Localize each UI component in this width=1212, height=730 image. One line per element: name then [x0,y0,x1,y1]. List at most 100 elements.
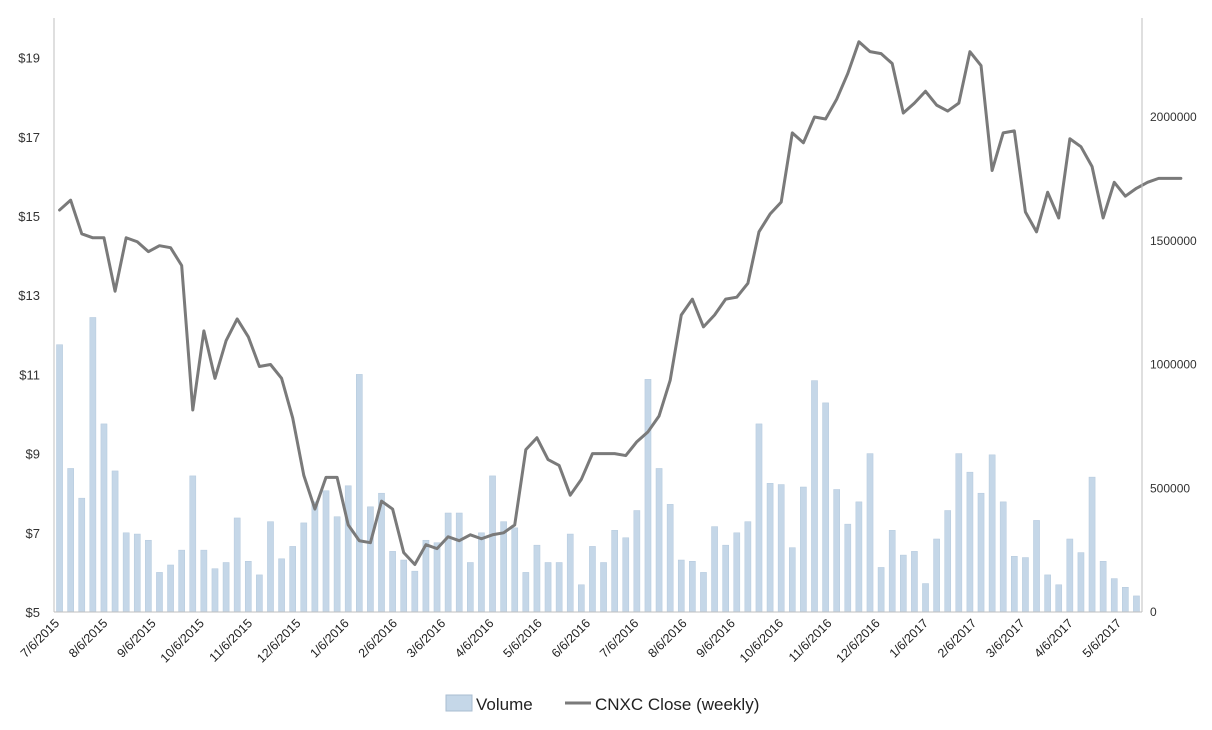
volume-bar-18 [256,574,263,613]
volume-bar-90 [1055,584,1063,613]
right-tick-label-4: 2000000 [1150,110,1197,124]
volume-bar-53 [644,379,652,613]
volume-bar-71 [844,523,852,613]
volume-bars [56,317,1140,613]
volume-bar-22 [300,522,308,613]
volume-bar-79 [933,538,940,613]
volume-bar-60 [722,544,729,613]
volume-bar-19 [267,521,274,613]
left-tick-label-0: $5 [26,605,40,620]
volume-bar-59 [711,526,718,613]
volume-bar-83 [977,492,985,613]
x-tick-label-0: 7/6/2015 [18,616,62,660]
volume-bar-36 [455,512,463,613]
volume-bar-82 [966,471,974,613]
volume-bar-55 [666,504,674,613]
x-tick-label-21: 4/6/2017 [1032,616,1076,660]
volume-bar-51 [622,537,630,613]
volume-bar-76 [900,554,907,613]
left-tick-label-3: $11 [19,367,40,382]
volume-bar-15 [222,562,230,613]
volume-bar-1 [67,468,74,613]
volume-bar-12 [189,475,197,613]
volume-bar-88 [1033,520,1040,613]
volume-bar-3 [89,317,97,613]
volume-bar-87 [1022,557,1029,613]
right-axis-ticks: 0 500000 1000000 1500000 2000000 [1150,110,1197,619]
volume-bar-56 [677,559,685,613]
volume-bar-23 [311,501,319,613]
right-tick-label-1: 500000 [1150,481,1190,495]
volume-bar-84 [988,454,996,613]
volume-bar-46 [566,533,574,613]
volume-bar-85 [999,501,1007,613]
x-axis-ticks: 7/6/2015 8/6/2015 9/6/2015 10/6/2015 11/6/20… [18,616,1124,665]
volume-bar-11 [178,549,185,613]
volume-bar-30 [389,551,396,613]
volume-bar-35 [444,512,452,613]
volume-bar-72 [855,501,863,613]
volume-bar-96 [1122,587,1129,613]
volume-bar-61 [733,532,741,613]
volume-bar-91 [1066,538,1074,613]
volume-bar-7 [133,533,141,613]
volume-bar-37 [467,562,474,613]
x-tick-label-10: 5/6/2016 [501,616,545,660]
close-series-line [58,40,1183,566]
axes [53,18,1143,613]
volume-bar-24 [322,490,330,613]
volume-bar-8 [145,539,152,613]
left-tick-label-5: $15 [18,209,40,224]
volume-bar-94 [1099,561,1107,613]
volume-bar-92 [1077,552,1085,613]
x-tick-label-1: 8/6/2015 [66,616,110,660]
volume-bar-17 [244,561,252,613]
left-tick-label-1: $7 [26,526,40,541]
volume-bar-74 [877,567,885,613]
x-tick-label-19: 2/6/2017 [935,616,979,660]
volume-bar-68 [811,380,818,613]
volume-bar-38 [478,532,485,613]
volume-bar-67 [800,486,807,613]
volume-bar-4 [100,423,108,613]
volume-bar-42 [522,572,530,613]
x-tick-label-22: 5/6/2017 [1080,616,1124,660]
x-tick-label-7: 2/6/2016 [356,616,400,660]
volume-bar-63 [755,423,763,613]
legend-swatch-volume [445,694,473,712]
x-tick-label-16: 11/6/2016 [786,616,835,665]
volume-bar-28 [367,506,374,613]
volume-bar-13 [200,549,208,613]
left-axis-ticks: $5 $7 $9 $11 $13 $15 $17 $19 [18,51,40,620]
volume-bar-49 [600,562,607,613]
x-tick-label-14: 9/6/2016 [694,616,738,660]
volume-bar-41 [511,527,519,613]
volume-bar-14 [211,568,219,613]
volume-bar-52 [633,510,641,613]
x-tick-label-18: 1/6/2017 [887,616,931,660]
volume-bar-93 [1088,476,1096,613]
volume-bar-31 [400,559,408,613]
volume-bar-44 [544,562,552,613]
volume-bar-70 [833,489,841,613]
volume-bar-50 [611,530,618,613]
x-tick-label-4: 11/6/2015 [207,616,256,665]
volume-bar-89 [1044,574,1051,613]
volume-bar-58 [700,572,707,613]
x-tick-label-12: 7/6/2016 [597,616,641,660]
volume-bar-97 [1133,595,1140,613]
x-tick-label-11: 6/6/2016 [549,616,593,660]
x-tick-label-17: 12/6/2016 [834,616,883,665]
volume-bar-10 [167,564,174,613]
volume-bar-57 [689,561,696,613]
left-tick-label-4: $13 [18,288,40,303]
volume-bar-21 [289,546,297,613]
x-tick-label-8: 3/6/2016 [404,616,448,660]
volume-bar-86 [1011,556,1018,613]
left-tick-label-6: $17 [18,130,40,145]
volume-bar-62 [744,521,752,613]
legend-label-close: CNXC Close (weekly) [595,695,759,714]
right-tick-label-2: 1000000 [1150,358,1197,372]
volume-bar-5 [111,470,119,613]
x-tick-label-13: 8/6/2016 [645,616,689,660]
